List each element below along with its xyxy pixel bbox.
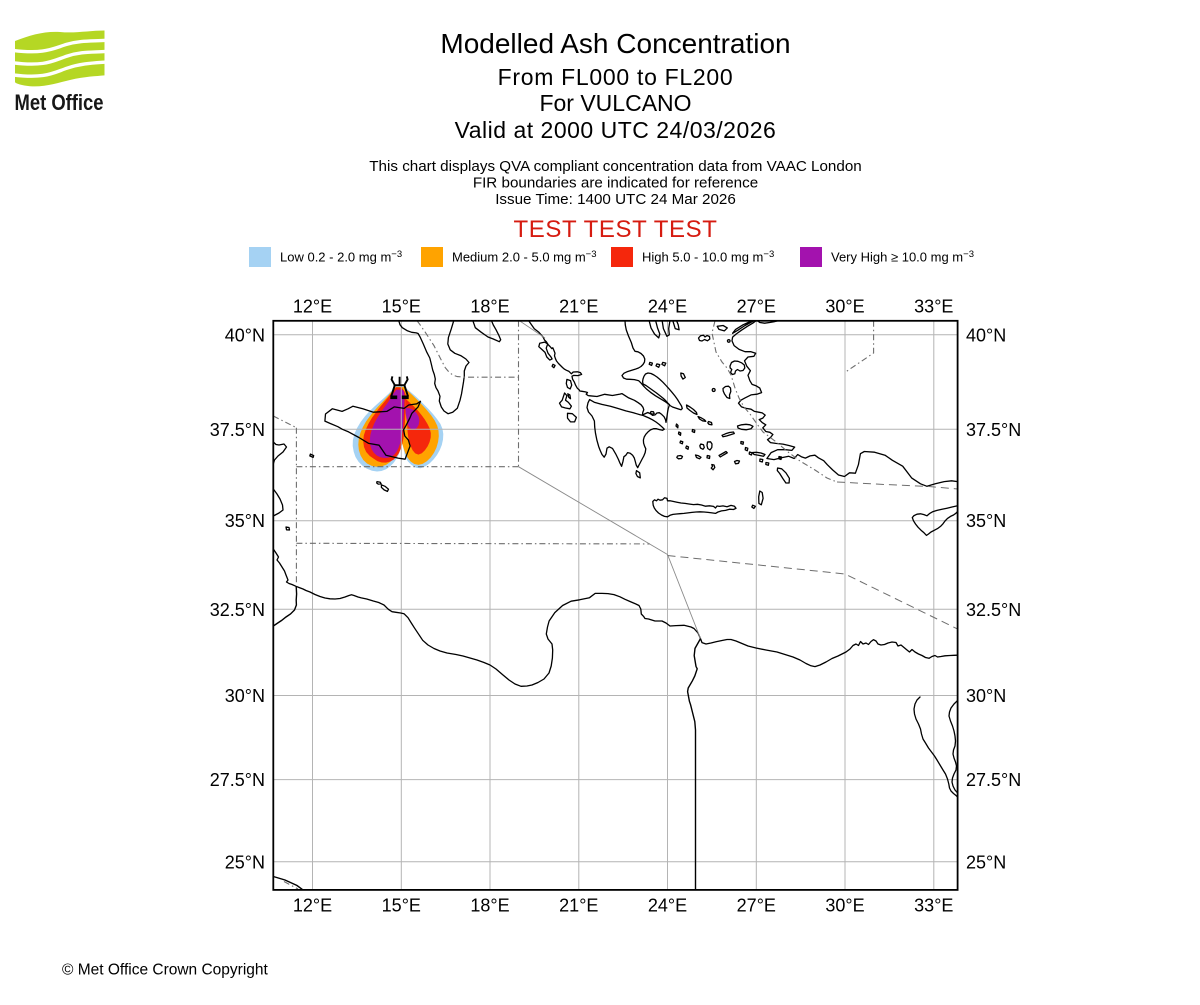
svg-text:15°E: 15°E [382,297,421,317]
svg-text:Modelled Ash Concentration: Modelled Ash Concentration [440,28,790,59]
svg-text:30°N: 30°N [966,686,1006,706]
svg-text:21°E: 21°E [559,297,598,317]
svg-text:Valid at 2000 UTC 24/03/2026: Valid at 2000 UTC 24/03/2026 [455,117,777,143]
svg-text:30°N: 30°N [225,686,265,706]
svg-text:Low 0.2 - 2.0 mg m−3: Low 0.2 - 2.0 mg m−3 [280,249,402,265]
svg-text:40°N: 40°N [966,325,1006,345]
svg-text:21°E: 21°E [559,896,598,916]
svg-text:© Met Office Crown Copyright: © Met Office Crown Copyright [62,962,269,979]
svg-text:27.5°N: 27.5°N [210,770,265,790]
svg-text:24°E: 24°E [648,297,687,317]
svg-text:18°E: 18°E [470,896,509,916]
svg-text:27°E: 27°E [737,297,776,317]
svg-text:Met Office: Met Office [15,90,104,115]
svg-text:33°E: 33°E [914,896,953,916]
svg-text:12°E: 12°E [293,297,332,317]
svg-text:From FL000 to FL200: From FL000 to FL200 [498,64,734,90]
svg-text:18°E: 18°E [470,297,509,317]
svg-text:Medium 2.0 - 5.0 mg m−3: Medium 2.0 - 5.0 mg m−3 [452,249,597,265]
svg-text:24°E: 24°E [648,896,687,916]
svg-text:FIR boundaries are indicated f: FIR boundaries are indicated for referen… [473,175,758,192]
svg-text:32.5°N: 32.5°N [966,600,1021,620]
svg-text:33°E: 33°E [914,297,953,317]
svg-text:25°N: 25°N [225,852,265,872]
svg-text:TEST TEST TEST: TEST TEST TEST [513,216,717,243]
svg-text:12°E: 12°E [293,896,332,916]
svg-text:For VULCANO: For VULCANO [539,90,691,116]
svg-text:40°N: 40°N [225,325,265,345]
svg-text:25°N: 25°N [966,852,1006,872]
svg-text:35°N: 35°N [225,511,265,531]
svg-text:High 5.0 - 10.0 mg m−3: High 5.0 - 10.0 mg m−3 [642,249,774,265]
svg-text:32.5°N: 32.5°N [210,600,265,620]
svg-text:Issue Time: 1400 UTC 24 Mar 20: Issue Time: 1400 UTC 24 Mar 2026 [495,191,736,208]
svg-text:35°N: 35°N [966,511,1006,531]
svg-text:30°E: 30°E [825,896,864,916]
svg-text:This chart displays QVA compli: This chart displays QVA compliant concen… [369,158,861,175]
svg-text:27°E: 27°E [737,896,776,916]
svg-text:15°E: 15°E [382,896,421,916]
svg-text:37.5°N: 37.5°N [966,420,1021,440]
svg-text:30°E: 30°E [825,297,864,317]
svg-text:37.5°N: 37.5°N [210,420,265,440]
svg-text:Very High ≥ 10.0 mg m−3: Very High ≥ 10.0 mg m−3 [831,249,974,265]
svg-text:27.5°N: 27.5°N [966,770,1021,790]
